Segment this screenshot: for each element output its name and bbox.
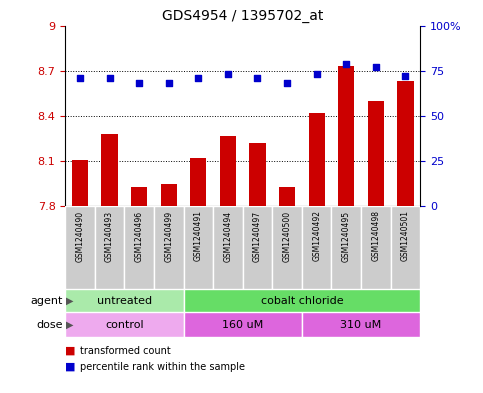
Text: ▶: ▶ xyxy=(66,320,74,330)
Text: GSM1240501: GSM1240501 xyxy=(401,211,410,261)
Bar xyxy=(184,289,420,312)
Text: untreated: untreated xyxy=(97,296,152,306)
Point xyxy=(342,61,350,67)
Bar xyxy=(65,289,184,312)
Point xyxy=(372,64,380,70)
Text: GSM1240494: GSM1240494 xyxy=(224,211,232,262)
Bar xyxy=(190,158,206,206)
Text: dose: dose xyxy=(36,320,63,330)
Bar xyxy=(302,206,331,289)
Text: ▶: ▶ xyxy=(66,296,74,306)
Bar xyxy=(272,206,302,289)
Text: cobalt chloride: cobalt chloride xyxy=(260,296,343,306)
Text: ■: ■ xyxy=(65,346,76,356)
Text: ■: ■ xyxy=(65,362,76,372)
Text: GSM1240491: GSM1240491 xyxy=(194,211,203,261)
Text: GSM1240500: GSM1240500 xyxy=(283,211,292,262)
Bar xyxy=(249,143,266,206)
Bar xyxy=(161,184,177,206)
Text: GSM1240498: GSM1240498 xyxy=(371,211,380,261)
Bar xyxy=(101,134,118,206)
Bar xyxy=(65,312,184,337)
Point xyxy=(283,80,291,86)
Bar xyxy=(361,206,391,289)
Text: percentile rank within the sample: percentile rank within the sample xyxy=(80,362,245,372)
Text: 310 uM: 310 uM xyxy=(341,320,382,330)
Text: control: control xyxy=(105,320,143,330)
Point xyxy=(135,80,143,86)
Bar xyxy=(131,187,147,206)
Point xyxy=(254,75,261,81)
Point xyxy=(224,71,232,77)
Text: GSM1240493: GSM1240493 xyxy=(105,211,114,262)
Bar xyxy=(125,206,154,289)
Point xyxy=(313,71,321,77)
Bar xyxy=(368,101,384,206)
Bar xyxy=(65,206,95,289)
Bar xyxy=(242,206,272,289)
Bar xyxy=(309,113,325,206)
Bar xyxy=(279,187,295,206)
Text: 160 uM: 160 uM xyxy=(222,320,263,330)
Bar xyxy=(391,206,420,289)
Bar xyxy=(220,136,236,206)
Text: GSM1240492: GSM1240492 xyxy=(312,211,321,261)
Bar xyxy=(95,206,125,289)
Bar xyxy=(302,312,420,337)
Text: transformed count: transformed count xyxy=(80,346,170,356)
Text: GSM1240496: GSM1240496 xyxy=(135,211,143,262)
Bar xyxy=(154,206,184,289)
Point xyxy=(76,75,84,81)
Text: GSM1240499: GSM1240499 xyxy=(164,211,173,262)
Bar xyxy=(184,312,302,337)
Bar xyxy=(398,81,413,206)
Text: GSM1240495: GSM1240495 xyxy=(342,211,351,262)
Point xyxy=(401,73,409,79)
Bar xyxy=(72,160,88,206)
Bar xyxy=(213,206,242,289)
Point xyxy=(195,75,202,81)
Text: agent: agent xyxy=(30,296,63,306)
Point xyxy=(106,75,114,81)
Point xyxy=(165,80,172,86)
Title: GDS4954 / 1395702_at: GDS4954 / 1395702_at xyxy=(162,9,324,23)
Bar xyxy=(331,206,361,289)
Text: GSM1240490: GSM1240490 xyxy=(75,211,85,262)
Bar xyxy=(184,206,213,289)
Bar xyxy=(338,66,355,206)
Text: GSM1240497: GSM1240497 xyxy=(253,211,262,262)
